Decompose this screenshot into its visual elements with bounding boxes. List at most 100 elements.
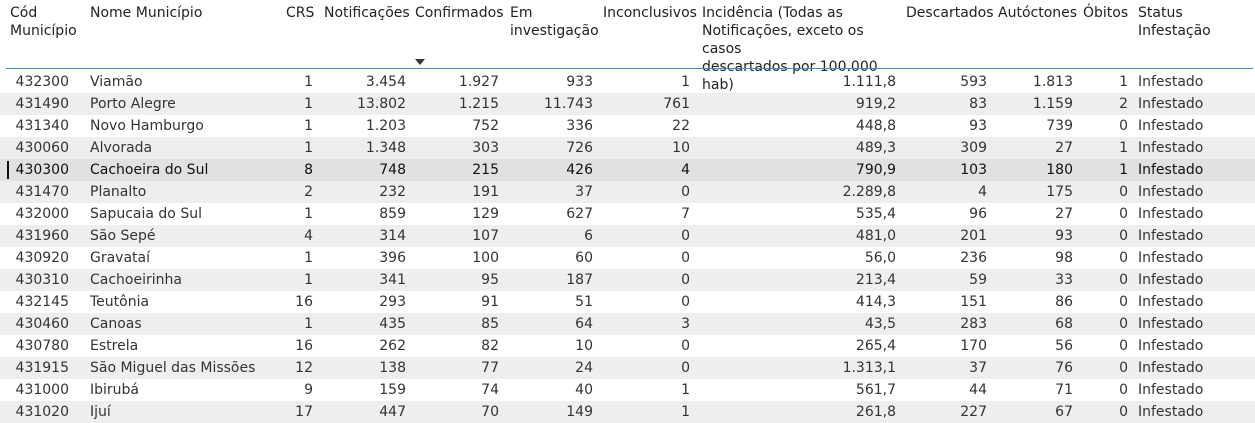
cell-nome-municipio: Cachoeirinha: [90, 272, 182, 288]
cell-incidencia: 448,8: [855, 118, 896, 134]
cell-notificacoes: 13.802: [357, 96, 406, 112]
table-row[interactable]: 430300 Cachoeira do Sul 8 748 215 426 4 790,9 10…: [0, 159, 1255, 181]
table-row[interactable]: 431000 Ibirubá 9 159 74 40 1 561,7 44 71 0 Infestad…: [0, 379, 1255, 401]
header-obitos[interactable]: Óbitos: [1083, 5, 1129, 21]
header-incidencia[interactable]: Incidência (Todas as Notificações, excet…: [702, 5, 878, 93]
header-autoctones[interactable]: Autóctones: [998, 5, 1078, 21]
cell-descartados: 227: [960, 404, 987, 420]
cell-inconclusivos: 4: [681, 162, 690, 178]
cell-inconclusivos: 10: [672, 140, 690, 156]
cell-cod-municipio: 430310: [15, 272, 69, 288]
cell-descartados: 4: [978, 184, 987, 200]
cell-em-investigacao: 51: [575, 294, 593, 310]
table-row[interactable]: 431020 Ijuí 17 447 70 149 1 261,8 227 67 0 Infestad…: [0, 401, 1255, 423]
cell-status-infestacao: Infestado: [1138, 228, 1204, 244]
table-row[interactable]: 431915 São Miguel das Missões 12 138 77 24 0 1.…: [0, 357, 1255, 379]
cell-confirmados: 70: [481, 404, 499, 420]
cell-status-infestacao: Infestado: [1138, 294, 1204, 310]
cell-em-investigacao: 24: [575, 360, 593, 376]
cell-nome-municipio: São Miguel das Missões: [90, 360, 256, 376]
cell-autoctones: 175: [1046, 184, 1073, 200]
cell-descartados: 309: [960, 140, 987, 156]
cell-obitos: 0: [1119, 404, 1128, 420]
cell-nome-municipio: Alvorada: [90, 140, 153, 156]
cell-descartados: 93: [969, 118, 987, 134]
table-row[interactable]: 431960 São Sepé 4 314 107 6 0 481,0 201 93 0 Infest…: [0, 225, 1255, 247]
cell-crs: 8: [304, 162, 313, 178]
header-em-investigacao[interactable]: Em investigação: [510, 5, 599, 39]
cell-inconclusivos: 761: [663, 96, 690, 112]
header-confirmados[interactable]: Confirmados: [415, 5, 504, 21]
cell-incidencia: 561,7: [855, 382, 896, 398]
header-inconclusivos[interactable]: Inconclusivos: [603, 5, 697, 21]
cell-inconclusivos: 0: [681, 338, 690, 354]
cell-notificacoes: 435: [379, 316, 406, 332]
cell-crs: 9: [304, 382, 313, 398]
cell-autoctones: 76: [1055, 360, 1073, 376]
cell-em-investigacao: 726: [566, 140, 593, 156]
cell-inconclusivos: 7: [681, 206, 690, 222]
cell-notificacoes: 1.348: [365, 140, 406, 156]
table-row[interactable]: 432000 Sapucaia do Sul 1 859 129 627 7 535,4 96 2…: [0, 203, 1255, 225]
cell-nome-municipio: São Sepé: [90, 228, 156, 244]
cell-incidencia: 56,0: [864, 250, 896, 266]
cell-cod-municipio: 431490: [15, 96, 69, 112]
table-row[interactable]: 430310 Cachoeirinha 1 341 95 187 0 213,4 59 33 0 In…: [0, 269, 1255, 291]
cell-obitos: 0: [1119, 272, 1128, 288]
cell-status-infestacao: Infestado: [1138, 118, 1204, 134]
cell-autoctones: 27: [1055, 140, 1073, 156]
cell-autoctones: 67: [1055, 404, 1073, 420]
cell-em-investigacao: 149: [566, 404, 593, 420]
cell-autoctones: 27: [1055, 206, 1073, 222]
cell-inconclusivos: 22: [672, 118, 690, 134]
table-row[interactable]: 432300 Viamão 1 3.454 1.927 933 1 1.111,8 593 1.8…: [0, 71, 1255, 93]
table-row[interactable]: 431470 Planalto 2 232 191 37 0 2.289,8 4 175 0 Infe…: [0, 181, 1255, 203]
cell-cod-municipio: 431960: [15, 228, 69, 244]
table-header: Cód Município Nome Município CRS Notific…: [0, 0, 1255, 93]
header-crs[interactable]: CRS: [286, 5, 315, 21]
cell-confirmados: 1.927: [458, 74, 499, 90]
cell-status-infestacao: Infestado: [1138, 382, 1204, 398]
table-row[interactable]: 430780 Estrela 16 262 82 10 0 265,4 170 56 0 Infest…: [0, 335, 1255, 357]
cell-inconclusivos: 0: [681, 250, 690, 266]
cell-status-infestacao: Infestado: [1138, 316, 1204, 332]
cell-descartados: 170: [960, 338, 987, 354]
table-row[interactable]: 432145 Teutônia 16 293 91 51 0 414,3 151 86 0 Infes…: [0, 291, 1255, 313]
table-row[interactable]: 430920 Gravataí 1 396 100 60 0 56,0 236 98 0 Infest…: [0, 247, 1255, 269]
cell-incidencia: 1.313,1: [842, 360, 896, 376]
cell-incidencia: 265,4: [855, 338, 896, 354]
cell-em-investigacao: 6: [584, 228, 593, 244]
cell-obitos: 0: [1119, 228, 1128, 244]
cell-em-investigacao: 627: [566, 206, 593, 222]
cell-status-infestacao: Infestado: [1138, 162, 1204, 178]
cell-notificacoes: 3.454: [365, 74, 406, 90]
cell-crs: 1: [304, 140, 313, 156]
cell-autoctones: 180: [1046, 162, 1073, 178]
table-row[interactable]: 431490 Porto Alegre 1 13.802 1.215 11.743 761 9…: [0, 93, 1255, 115]
cell-notificacoes: 232: [379, 184, 406, 200]
cell-em-investigacao: 426: [566, 162, 593, 178]
header-descartados[interactable]: Descartados: [906, 5, 994, 21]
cell-crs: 1: [304, 206, 313, 222]
cell-crs: 1: [304, 316, 313, 332]
cell-nome-municipio: Novo Hamburgo: [90, 118, 204, 134]
cell-confirmados: 100: [472, 250, 499, 266]
cell-crs: 12: [295, 360, 313, 376]
cell-autoctones: 98: [1055, 250, 1073, 266]
cell-obitos: 0: [1119, 294, 1128, 310]
table-row[interactable]: 430460 Canoas 1 435 85 64 3 43,5 283 68 0 Infestado: [0, 313, 1255, 335]
cell-crs: 17: [295, 404, 313, 420]
cell-autoctones: 68: [1055, 316, 1073, 332]
header-cod-municipio[interactable]: Cód Município: [10, 5, 77, 39]
cell-status-infestacao: Infestado: [1138, 184, 1204, 200]
cell-inconclusivos: 0: [681, 228, 690, 244]
cell-em-investigacao: 187: [566, 272, 593, 288]
sort-descending-icon[interactable]: [415, 59, 425, 65]
cell-autoctones: 1.813: [1032, 74, 1073, 90]
header-nome-municipio[interactable]: Nome Município: [90, 5, 203, 21]
header-status-infestacao[interactable]: Status Infestação: [1138, 5, 1211, 39]
cell-incidencia: 213,4: [855, 272, 896, 288]
table-row[interactable]: 430060 Alvorada 1 1.348 303 726 10 489,3 309 27 1 I…: [0, 137, 1255, 159]
table-row[interactable]: 431340 Novo Hamburgo 1 1.203 752 336 22 448,8 93…: [0, 115, 1255, 137]
header-notificacoes[interactable]: Notificações: [324, 5, 410, 21]
